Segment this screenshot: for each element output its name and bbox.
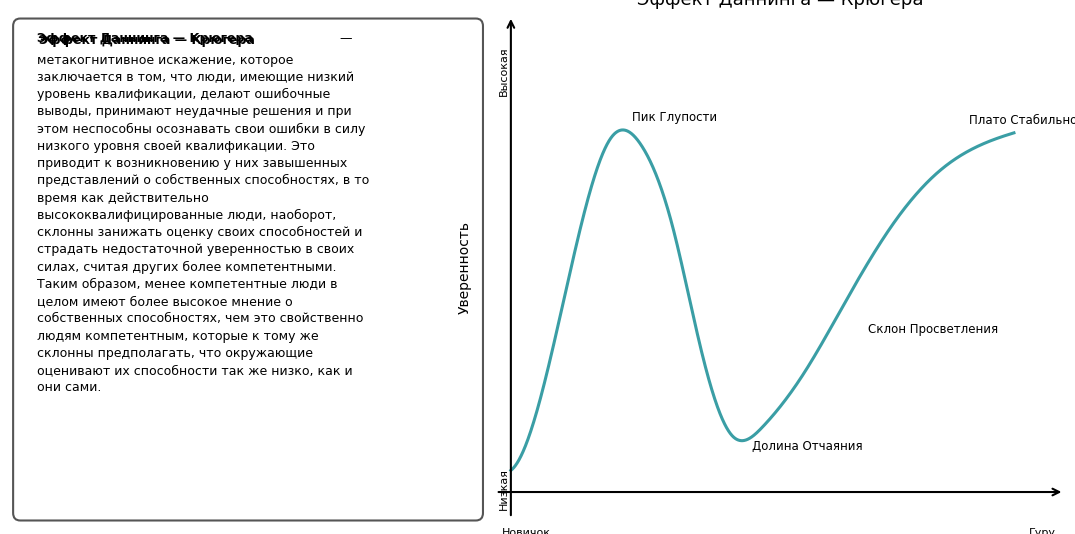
Text: Плато Стабильности: Плато Стабильности xyxy=(969,114,1075,127)
Text: Долина Отчаяния: Долина Отчаяния xyxy=(752,440,863,453)
Text: Пик Глупости: Пик Глупости xyxy=(632,111,717,124)
Text: Эффект Даннинга — Крюгера —: Эффект Даннинга — Крюгера — xyxy=(39,34,272,46)
Text: Уверенность: Уверенность xyxy=(458,221,472,313)
Text: Гуру: Гуру xyxy=(1029,528,1056,534)
Text: Низкая: Низкая xyxy=(499,468,508,510)
Text: —: — xyxy=(335,32,353,45)
Title: Эффект Даннинга — Крюгера: Эффект Даннинга — Крюгера xyxy=(636,0,923,9)
Text: метакогнитивное искажение, которое
заключается в том, что люди, имеющие низкий
у: метакогнитивное искажение, которое заклю… xyxy=(37,53,369,394)
FancyBboxPatch shape xyxy=(13,19,483,521)
Text: Высокая: Высокая xyxy=(499,46,508,96)
Text: Эффект Даннинга — Крюгера: Эффект Даннинга — Крюгера xyxy=(37,32,253,45)
Text: Эффект Даннинга — Крюгера: Эффект Даннинга — Крюгера xyxy=(39,34,255,46)
Text: Склон Просветления: Склон Просветления xyxy=(868,323,999,336)
Text: Новичок: Новичок xyxy=(501,528,550,534)
